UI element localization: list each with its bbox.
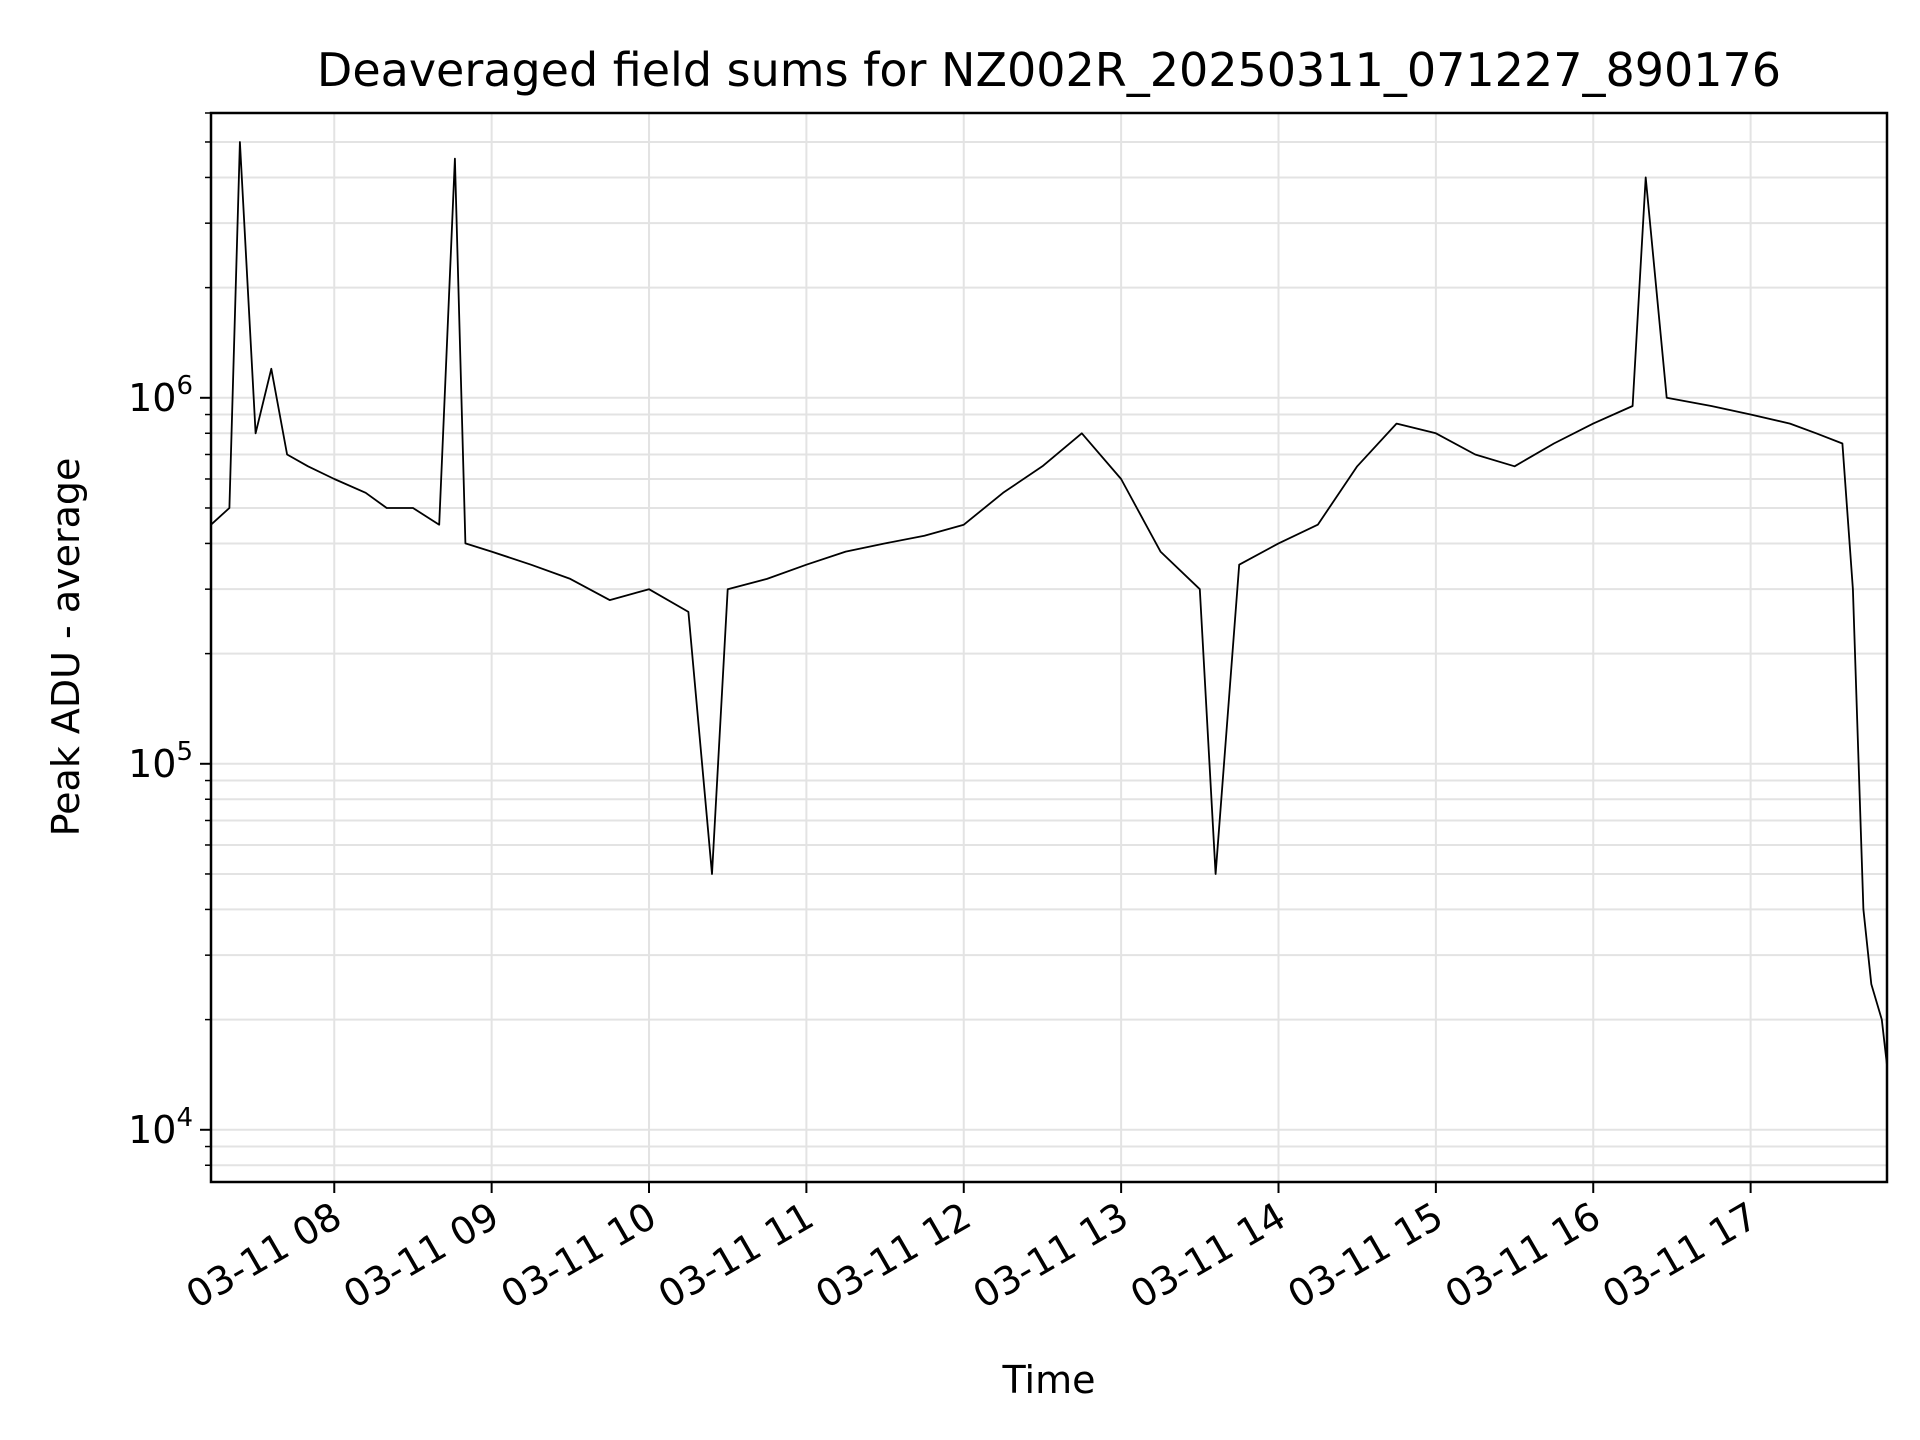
y-tick-base: 10 — [128, 1108, 176, 1152]
chart-title: Deaveraged field sums for NZ002R_2025031… — [317, 43, 1781, 97]
y-tick-label: 104 — [128, 1103, 193, 1152]
grid — [211, 112, 1887, 1182]
plot-frame — [209, 111, 1889, 1184]
y-tick-base: 10 — [128, 742, 176, 786]
y-tick-base: 10 — [128, 376, 176, 420]
series-line — [210, 141, 1888, 1066]
y-tick-label: 106 — [128, 371, 193, 420]
y-tick-exponent: 4 — [176, 1103, 193, 1133]
y-tick-exponent: 5 — [176, 737, 193, 767]
x-axis-label: Time — [1002, 1358, 1096, 1402]
y-tick-exponent: 6 — [176, 371, 193, 401]
y-axis-label: Peak ADU - average — [44, 458, 88, 837]
y-tick-label: 105 — [128, 737, 193, 786]
series-layer — [210, 141, 1888, 1066]
